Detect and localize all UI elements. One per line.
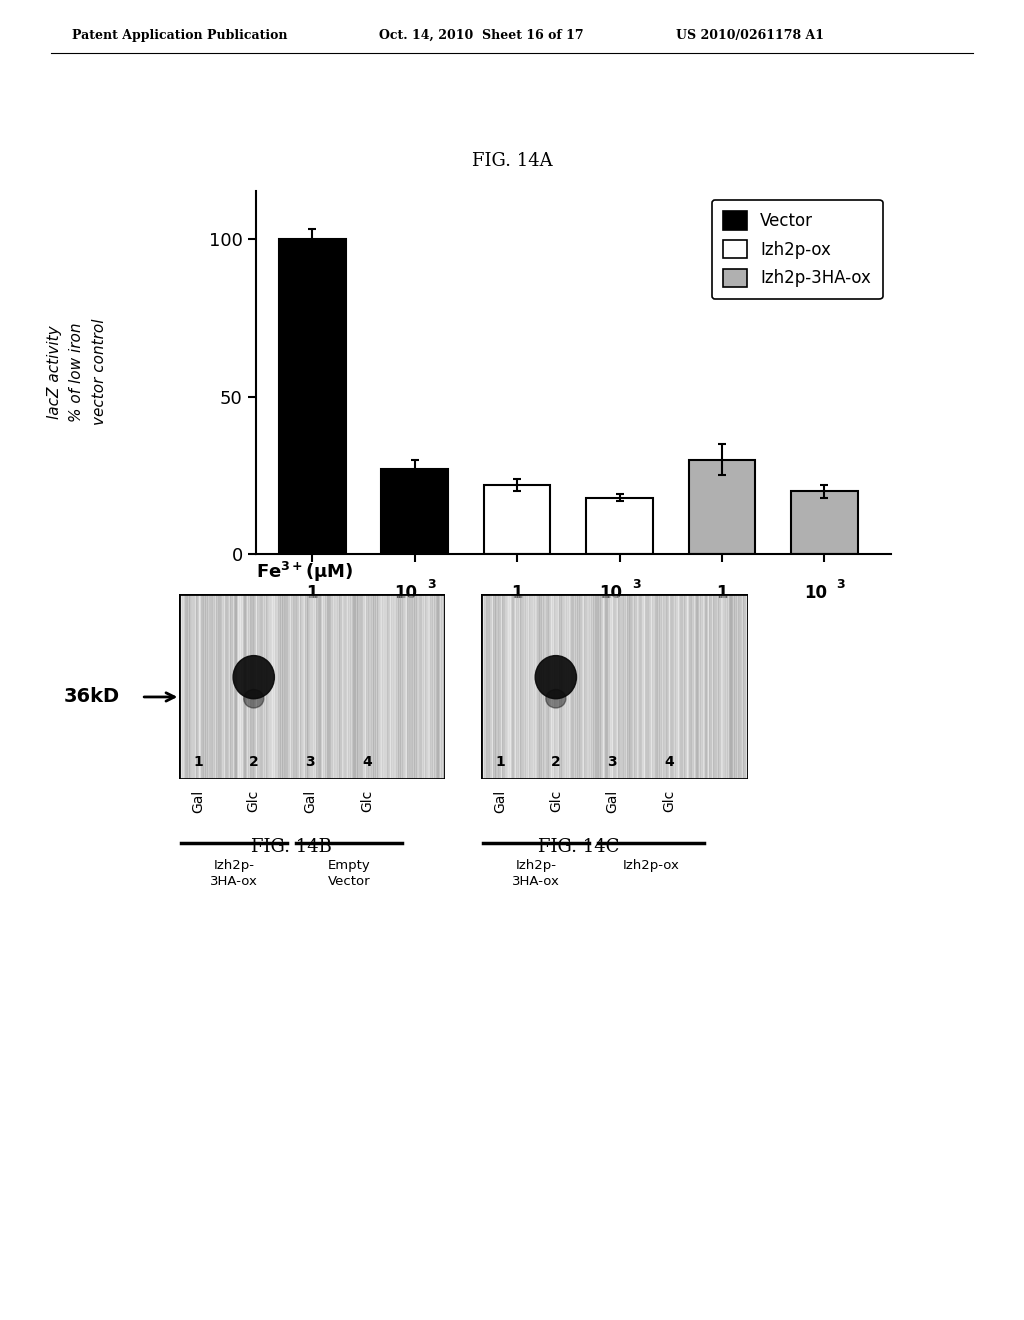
Text: 10: 10 <box>804 585 826 602</box>
Bar <box>279 239 345 554</box>
Text: Izh2p-ox: Izh2p-ox <box>623 859 680 873</box>
Bar <box>381 469 447 554</box>
Legend: Vector, Izh2p-ox, Izh2p-3HA-ox: Vector, Izh2p-ox, Izh2p-3HA-ox <box>712 199 883 300</box>
Text: Glc: Glc <box>247 789 261 812</box>
Text: 2: 2 <box>551 755 561 768</box>
Text: Gal: Gal <box>493 789 507 813</box>
Text: 3: 3 <box>632 578 640 591</box>
Text: 3: 3 <box>305 755 315 768</box>
Text: 36kD: 36kD <box>63 688 120 706</box>
Text: Gal: Gal <box>605 789 620 813</box>
Text: US 2010/0261178 A1: US 2010/0261178 A1 <box>676 29 824 42</box>
Text: Glc: Glc <box>662 789 676 812</box>
Text: Empty
Vector: Empty Vector <box>328 859 371 888</box>
Text: Gal: Gal <box>303 789 317 813</box>
Ellipse shape <box>233 656 274 698</box>
Text: $\mathbf{Fe^{3+}(\mu M)}$: $\mathbf{Fe^{3+}(\mu M)}$ <box>256 560 353 583</box>
Text: Izh2p-
3HA-ox: Izh2p- 3HA-ox <box>210 859 258 888</box>
Text: 3: 3 <box>427 578 435 591</box>
Text: 2: 2 <box>249 755 259 768</box>
Text: FIG. 14A: FIG. 14A <box>472 152 552 170</box>
Text: 4: 4 <box>362 755 372 768</box>
Ellipse shape <box>536 656 577 698</box>
Text: FIG. 14C: FIG. 14C <box>538 838 620 857</box>
Ellipse shape <box>244 689 264 708</box>
Text: lacZ activity
% of low iron
vector control: lacZ activity % of low iron vector contr… <box>47 319 106 425</box>
Bar <box>483 484 550 554</box>
Text: 1: 1 <box>306 585 318 602</box>
Text: 4: 4 <box>665 755 674 768</box>
Text: 1: 1 <box>511 585 523 602</box>
Text: Glc: Glc <box>359 789 374 812</box>
Text: 1: 1 <box>716 585 728 602</box>
Text: FIG. 14B: FIG. 14B <box>252 838 332 857</box>
Text: 1: 1 <box>495 755 505 768</box>
Bar <box>688 459 755 554</box>
Text: 10: 10 <box>599 585 622 602</box>
Text: Gal: Gal <box>190 789 205 813</box>
Text: Izh2p-
3HA-ox: Izh2p- 3HA-ox <box>512 859 560 888</box>
Text: 3: 3 <box>607 755 617 768</box>
Text: 10: 10 <box>394 585 417 602</box>
Text: Oct. 14, 2010  Sheet 16 of 17: Oct. 14, 2010 Sheet 16 of 17 <box>379 29 584 42</box>
Text: Patent Application Publication: Patent Application Publication <box>72 29 287 42</box>
Bar <box>586 498 653 554</box>
Text: 1: 1 <box>193 755 203 768</box>
Text: Glc: Glc <box>549 789 563 812</box>
Bar <box>791 491 857 554</box>
Ellipse shape <box>546 689 566 708</box>
Text: 3: 3 <box>837 578 845 591</box>
